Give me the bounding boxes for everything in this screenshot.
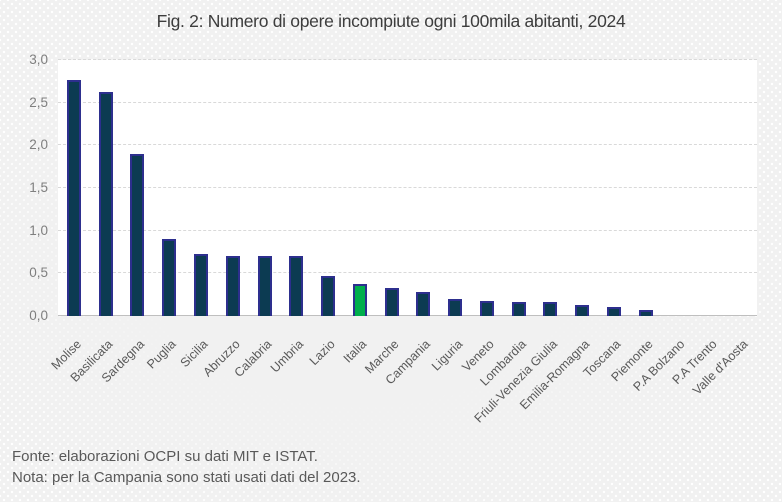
- bar-liguria: [448, 298, 463, 316]
- bar-friuli-venezia-giulia: [543, 301, 558, 316]
- gridline: [58, 101, 757, 103]
- y-axis-tick-label: 3,0: [29, 52, 48, 67]
- gridline: [58, 187, 757, 188]
- x-axis-line: [58, 315, 757, 316]
- bar-sicilia: [193, 253, 208, 316]
- y-axis-tick-label: 0,5: [29, 265, 48, 281]
- bar-lazio: [321, 275, 336, 316]
- data-note: Nota: per la Campania sono stati usati d…: [12, 469, 361, 486]
- gridline: [58, 59, 757, 60]
- bar-piemonte: [638, 310, 653, 316]
- y-axis-tick-label: 2,5: [29, 94, 48, 110]
- bar-calabria: [257, 256, 272, 316]
- bar-veneto: [479, 300, 494, 316]
- x-axis-label-puglia: Puglia: [144, 337, 180, 372]
- bar-italia: [352, 283, 367, 316]
- bar-campania: [416, 292, 431, 316]
- bar-molise: [66, 79, 81, 316]
- y-axis-tick-label: 1,5: [29, 180, 48, 195]
- footer-notes: Fonte: elaborazioni OCPI su dati MIT e I…: [12, 446, 361, 488]
- y-axis-tick-label: 0,0: [29, 308, 48, 323]
- bar-puglia: [162, 239, 177, 316]
- x-axis-label-liguria: Liguria: [428, 337, 466, 374]
- y-axis-tick-label: 2,0: [29, 137, 48, 153]
- x-axis-label-umbria: Umbria: [267, 337, 307, 376]
- bar-umbria: [289, 256, 304, 316]
- bar-emilia-romagna: [575, 304, 590, 316]
- source-note: Fonte: elaborazioni OCPI su dati MIT e I…: [12, 448, 318, 465]
- bar-sardegna: [130, 153, 145, 316]
- bar-marche: [384, 287, 399, 316]
- bar-basilicata: [98, 91, 113, 316]
- gridline: [58, 272, 757, 274]
- bar-lombardia: [511, 301, 526, 316]
- y-axis-tick-label: 1,0: [29, 222, 48, 238]
- plot-area: [58, 59, 757, 316]
- gridline: [58, 229, 757, 231]
- bar-toscana: [607, 307, 622, 316]
- gridline: [58, 144, 757, 146]
- chart-title: Fig. 2: Numero di opere incompiute ogni …: [156, 11, 626, 31]
- x-axis-label-lazio: Lazio: [306, 337, 338, 369]
- bar-abruzzo: [225, 256, 240, 316]
